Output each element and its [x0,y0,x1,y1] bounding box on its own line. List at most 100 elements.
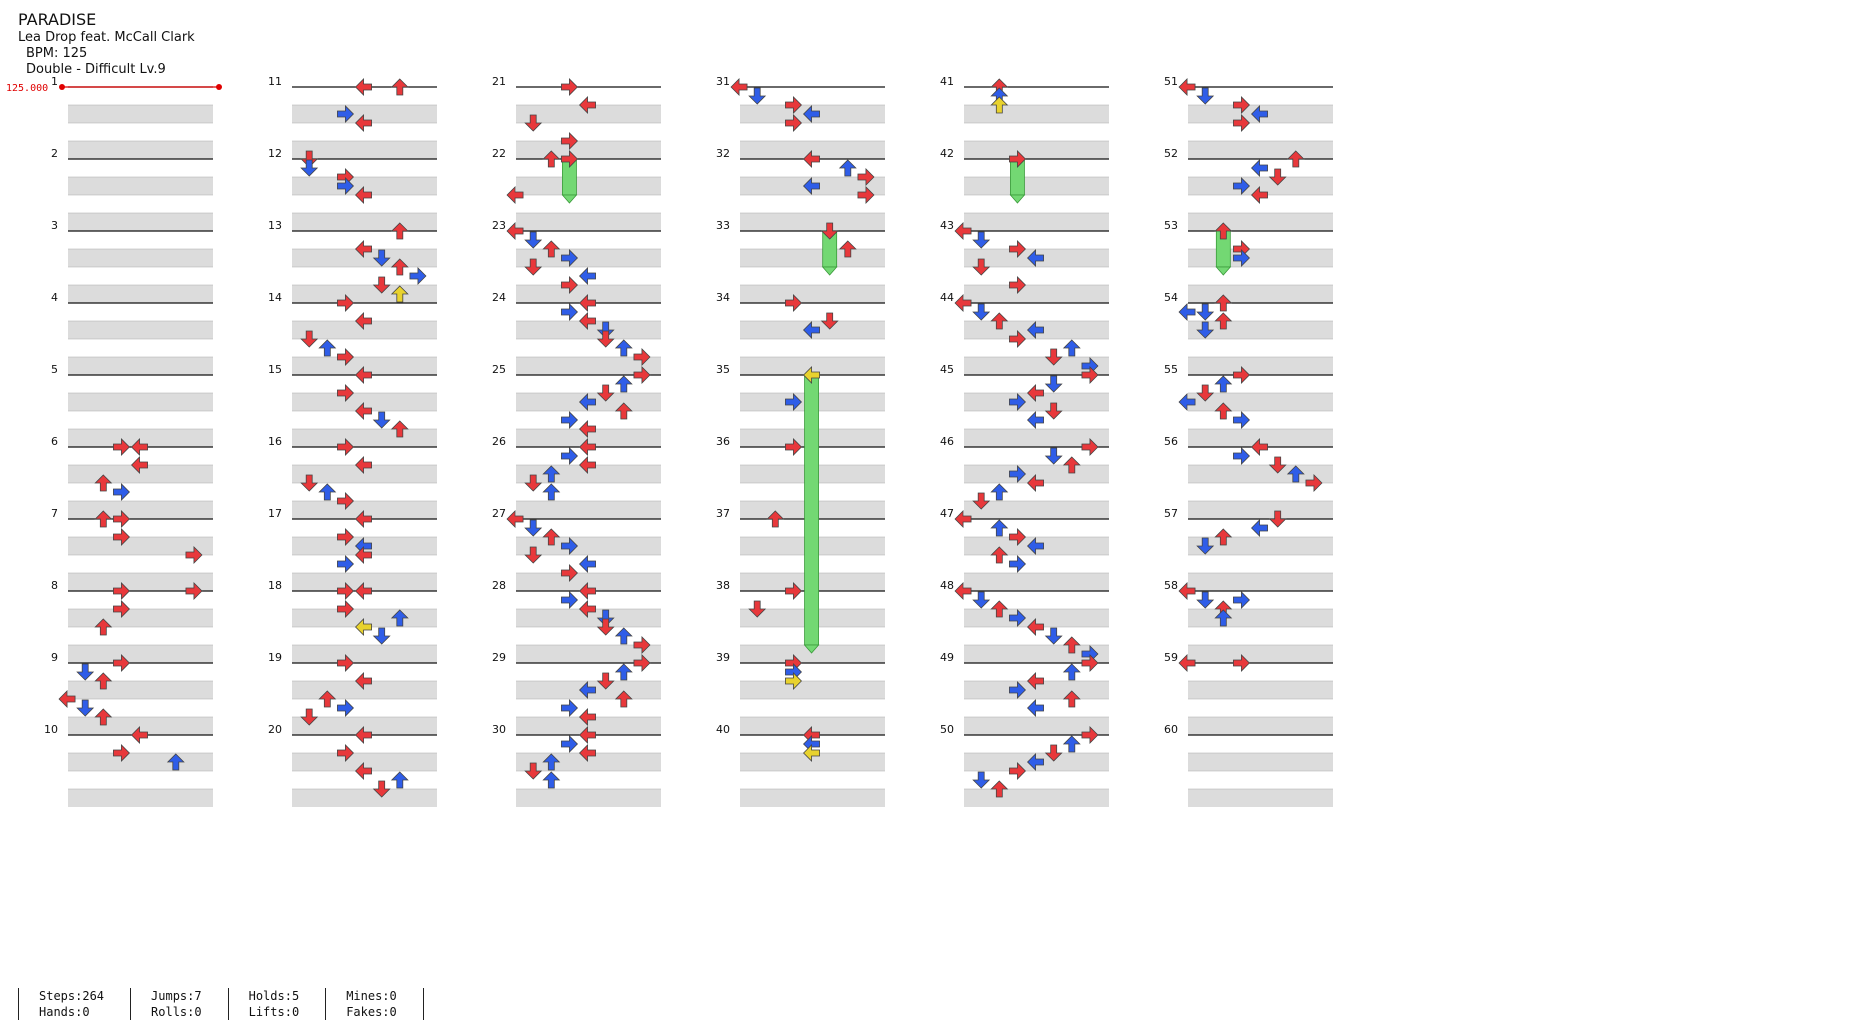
measure-stripe [1188,375,1333,393]
measure-number: 4 [51,291,58,304]
arrow-shape [1214,609,1233,627]
measure-stripe [516,177,661,195]
measure-stripe [740,87,885,105]
difficulty-text: Double - Difficult Lv.9 [26,62,166,77]
arrow-shape [506,510,524,528]
step-arrow [506,222,524,240]
arrow-shape [614,402,633,420]
step-arrow [578,420,596,438]
step-arrow [838,240,857,258]
arrow-shape [524,546,543,564]
arrow-shape [524,114,543,132]
arrow-shape [838,240,857,258]
step-arrow [785,294,803,312]
measure-stripe [292,591,437,609]
measure-stripe [740,771,885,789]
measure-stripe [740,303,885,321]
arrow-shape [1044,744,1063,762]
step-arrow [633,636,651,654]
arrow-shape [1178,393,1196,411]
measure-stripe [1188,645,1333,663]
arrow-shape [1081,654,1099,672]
step-arrow [318,483,337,501]
step-arrow [1178,303,1196,321]
step-arrow [578,438,596,456]
arrow-shape [1178,78,1196,96]
step-arrow [113,438,131,456]
measure-12: 12 [268,147,437,231]
bpm-dot [59,84,65,90]
arrow-shape [561,447,579,465]
step-arrow [1009,465,1027,483]
measure-number: 30 [492,723,506,736]
stat-rolls: Rolls:0 [151,1005,202,1019]
step-arrow [578,267,596,285]
arrow-shape [1009,276,1027,294]
step-arrow [1196,537,1215,555]
arrow-shape [954,222,972,240]
step-arrow [578,600,596,618]
step-arrow [561,591,579,609]
step-arrow [578,708,596,726]
step-arrow [1178,393,1196,411]
measure-stripe [740,123,885,141]
arrow-shape [578,744,596,762]
arrow-shape [802,321,820,339]
arrow-shape [337,294,355,312]
arrow-shape [1196,87,1215,105]
arrow-shape [1062,456,1081,474]
arrow-shape [113,528,131,546]
measure-59: 59 [1164,651,1333,735]
arrow-shape [372,780,391,798]
arrow-shape [113,582,131,600]
measure-stripe [516,105,661,123]
step-arrow [524,231,543,249]
step-arrow [506,510,524,528]
measure-stripe [740,141,885,159]
measure-stripe [516,303,661,321]
arrow-shape [318,690,337,708]
arrow-shape [990,483,1009,501]
step-arrow [337,105,355,123]
arrow-shape [990,780,1009,798]
arrow-shape [1009,240,1027,258]
song-header: PARADISE Lea Drop feat. McCall Clark BPM… [18,10,195,78]
arrow-shape [561,591,579,609]
measure-stripe [740,645,885,663]
step-arrow [614,663,633,681]
step-arrow [1233,411,1251,429]
measure-number: 39 [716,651,730,664]
step-arrow [596,672,615,690]
arrow-shape [578,294,596,312]
arrow-shape [337,348,355,366]
stat-hands: Hands:0 [39,1005,90,1019]
arrow-shape [614,690,633,708]
arrow-shape [633,654,651,672]
arrow-shape [390,285,409,303]
measure-stripe [740,789,885,807]
measure-stripe [1188,501,1333,519]
arrow-shape [578,708,596,726]
step-arrow [1009,150,1027,168]
arrow-shape [954,510,972,528]
arrow-shape [596,618,615,636]
measure-stripe [292,123,437,141]
measure-stripe [292,573,437,591]
bpm-dot [216,84,222,90]
step-arrow [1026,474,1044,492]
arrow-shape [972,303,991,321]
arrow-shape [1196,591,1215,609]
measure-number: 31 [716,75,730,88]
arrow-shape [990,600,1009,618]
stat-fakes: Fakes:0 [346,1005,397,1019]
arrow-shape [94,474,113,492]
step-arrow [337,294,355,312]
step-arrow [300,474,319,492]
step-arrow [1026,618,1044,636]
step-arrow [1214,402,1233,420]
measure-number: 54 [1164,291,1178,304]
hold-tail [1215,266,1232,276]
step-arrow [1009,393,1027,411]
step-arrow [94,672,113,690]
measure-stripe [68,591,213,609]
